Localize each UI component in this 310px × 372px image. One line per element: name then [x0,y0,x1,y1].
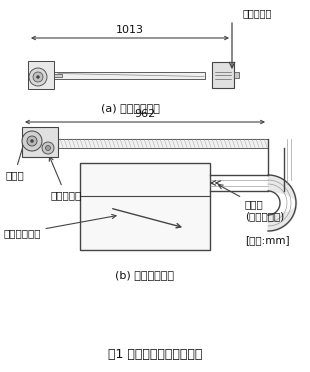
Text: [単位:mm]: [単位:mm] [245,235,290,245]
Text: 摘葉部: 摘葉部 [5,137,27,180]
Bar [22,127,58,157]
Text: 962: 962 [134,109,156,119]
Text: 搬送部
(搬送ホース): 搬送部 (搬送ホース) [219,185,284,221]
Text: (a) モータ分離型: (a) モータ分離型 [100,103,159,113]
Circle shape [46,145,51,151]
Text: 吸引・収容部: 吸引・収容部 [3,214,116,238]
Bar [212,62,234,88]
Text: 駆動モータ: 駆動モータ [243,8,272,18]
Circle shape [37,76,39,78]
Text: (b) モーター体型: (b) モーター体型 [116,270,175,280]
Bar [53,71,205,78]
Circle shape [27,136,37,146]
Circle shape [22,131,42,151]
Circle shape [33,72,43,82]
Bar [28,61,54,89]
Text: 図1 キュウリ摘葉摘心装置: 図1 キュウリ摘葉摘心装置 [108,349,202,362]
Circle shape [29,68,47,86]
Polygon shape [54,74,62,77]
Circle shape [30,140,33,142]
Bar [234,72,239,78]
Circle shape [42,142,54,154]
Text: 駆動モータ: 駆動モータ [49,157,81,200]
Bar [58,138,268,148]
Text: 1013: 1013 [116,25,144,35]
Bar [80,163,210,250]
